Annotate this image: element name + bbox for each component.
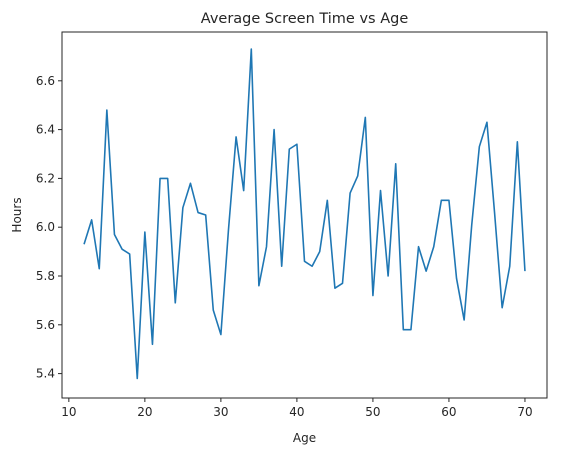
x-tick-label: 40 <box>289 405 304 419</box>
x-axis: 10 20 30 40 50 60 70 <box>61 398 533 419</box>
x-tick-label: 30 <box>213 405 228 419</box>
x-tick-label: 20 <box>137 405 152 419</box>
y-tick-label: 6.2 <box>36 171 55 185</box>
y-axis: 5.4 5.6 5.8 6.0 6.2 6.4 6.6 <box>36 74 62 381</box>
chart-title: Average Screen Time vs Age <box>201 11 409 27</box>
y-tick-label: 6.4 <box>36 123 55 137</box>
x-tick-label: 50 <box>365 405 380 419</box>
x-tick-label: 60 <box>441 405 456 419</box>
y-axis-label: Hours <box>10 197 24 232</box>
y-tick-label: 5.6 <box>36 318 55 332</box>
y-tick-label: 5.8 <box>36 269 55 283</box>
x-axis-label: Age <box>293 431 316 445</box>
x-tick-label: 70 <box>517 405 532 419</box>
y-tick-label: 6.6 <box>36 74 55 88</box>
plot-area: 10 20 30 40 50 60 70 5.4 5.6 5.8 6.0 6.2 6.4 6.6 <box>36 31 548 419</box>
series-line <box>83 48 526 380</box>
y-tick-label: 5.4 <box>36 367 55 381</box>
x-tick-label: 10 <box>61 405 76 419</box>
plot-frame <box>61 31 548 399</box>
y-tick-label: 6.0 <box>36 220 55 234</box>
